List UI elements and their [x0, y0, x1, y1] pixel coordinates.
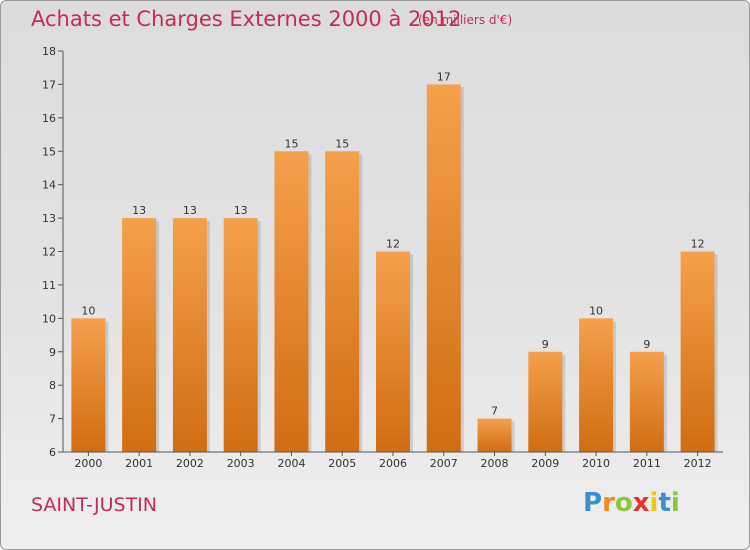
- x-tick-label: 2007: [430, 457, 458, 470]
- x-tick-label: 2001: [125, 457, 153, 470]
- x-tick-label: 2008: [481, 457, 509, 470]
- data-label: 13: [234, 204, 248, 217]
- y-tick-label: 9: [49, 346, 56, 359]
- x-tick-label: 2009: [531, 457, 559, 470]
- data-label: 13: [132, 204, 146, 217]
- x-tick-label: 2011: [633, 457, 661, 470]
- y-tick-label: 15: [42, 145, 56, 158]
- bars-layer: [71, 84, 718, 453]
- x-tick-label: 2012: [684, 457, 712, 470]
- data-label: 10: [589, 304, 603, 317]
- bar-2008: [477, 418, 512, 452]
- x-tick-label: 2000: [74, 457, 102, 470]
- data-label: 7: [491, 405, 498, 418]
- bar-2001: [122, 218, 157, 452]
- chart-subtitle: (en milliers d'€): [418, 13, 513, 27]
- data-label: 9: [542, 338, 549, 351]
- bar-2012: [680, 251, 715, 452]
- y-tick-label: 14: [42, 179, 56, 192]
- bar-2002: [172, 218, 207, 452]
- data-label: 12: [691, 238, 705, 251]
- logo-letter: P: [583, 488, 603, 518]
- bar-2000: [71, 318, 106, 452]
- y-tick-label: 13: [42, 212, 56, 225]
- bar-2009: [528, 351, 563, 452]
- labels-layer: 6 7 8 9 10 11 12 13 14 15 16 17 18 2000 10 2001 13 2002 13…: [42, 45, 712, 470]
- logo-letter: t: [658, 488, 671, 518]
- x-tick-label: 2002: [176, 457, 204, 470]
- data-label: 15: [335, 137, 349, 150]
- y-tick-label: 7: [49, 413, 56, 426]
- bar-2004: [274, 151, 309, 452]
- x-tick-label: 2010: [582, 457, 610, 470]
- y-tick-label: 16: [42, 112, 56, 125]
- data-label: 10: [81, 304, 95, 317]
- bar-2007: [426, 84, 461, 453]
- bar-2010: [579, 318, 614, 452]
- commune-name: SAINT-JUSTIN: [31, 494, 157, 516]
- y-tick-label: 10: [42, 312, 56, 325]
- x-tick-label: 2003: [227, 457, 255, 470]
- axes-layer: [58, 50, 723, 456]
- x-tick-label: 2005: [328, 457, 356, 470]
- x-tick-label: 2006: [379, 457, 407, 470]
- y-tick-label: 12: [42, 246, 56, 259]
- data-label: 15: [284, 137, 298, 150]
- logo-letter: i: [670, 488, 680, 518]
- logo-letter: o: [614, 488, 633, 518]
- bar-2006: [376, 251, 410, 452]
- data-label: 12: [386, 238, 400, 251]
- y-tick-label: 11: [42, 279, 56, 292]
- y-tick-label: 6: [49, 446, 56, 459]
- data-label: 17: [437, 70, 451, 83]
- proxiti-logo: Proxiti: [583, 488, 680, 518]
- x-tick-label: 2004: [277, 457, 305, 470]
- logo-letter: i: [649, 488, 659, 518]
- y-tick-label: 17: [42, 78, 56, 91]
- bar-2003: [223, 218, 258, 452]
- chart-title: Achats et Charges Externes 2000 à 2012: [31, 7, 462, 31]
- bar-2005: [325, 151, 360, 452]
- y-tick-label: 18: [42, 45, 56, 58]
- bar-2011: [629, 351, 664, 452]
- data-label: 13: [183, 204, 197, 217]
- data-label: 9: [643, 338, 650, 351]
- y-tick-label: 8: [49, 379, 56, 392]
- logo-letter: r: [602, 488, 615, 518]
- logo-letter: x: [632, 488, 650, 518]
